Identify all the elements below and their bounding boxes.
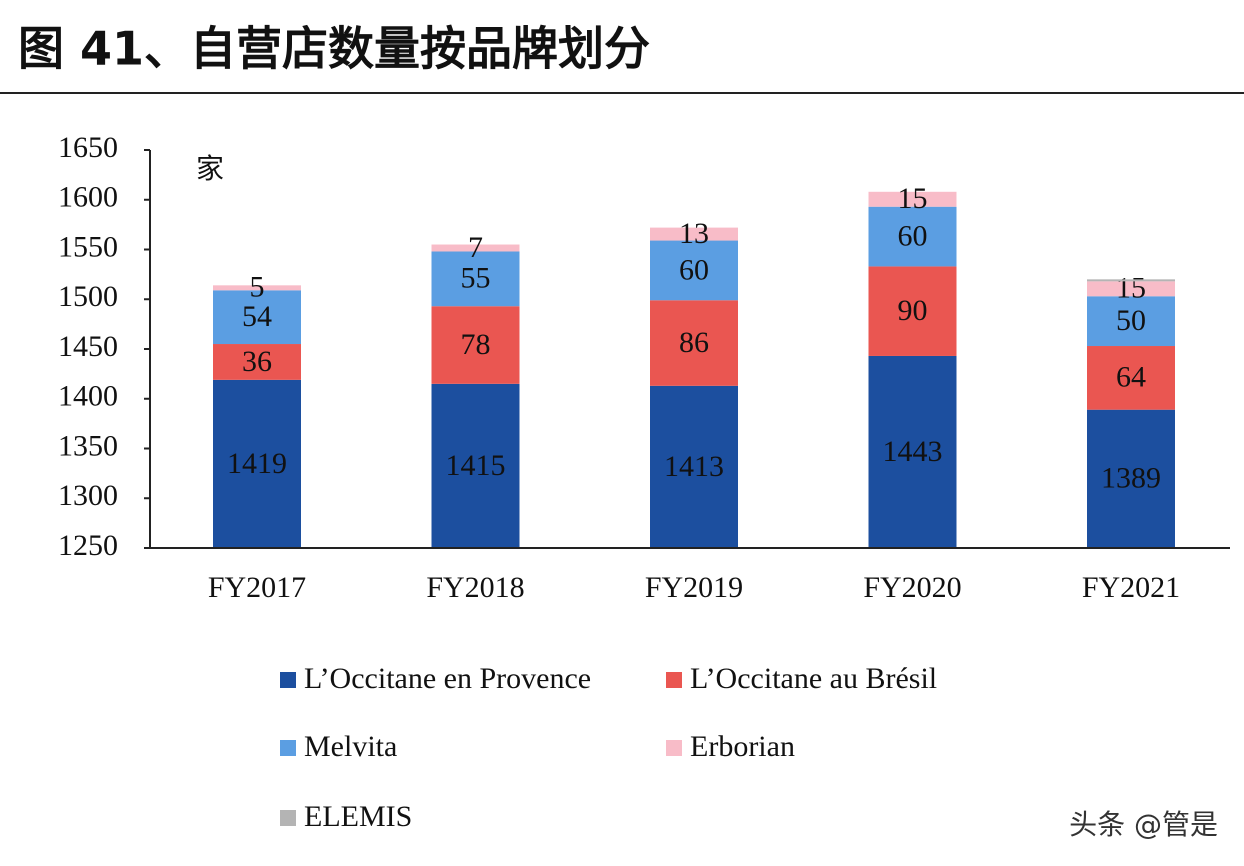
bar-segment (431, 383, 520, 548)
bar-segment (868, 206, 957, 267)
y-axis-label: 家 (196, 152, 224, 185)
bar-segment (868, 266, 957, 356)
bar-segment (1087, 346, 1175, 410)
y-tick-label: 1250 (58, 529, 118, 562)
y-tick-label: 1650 (58, 131, 118, 164)
x-tick-label: FY2018 (426, 571, 524, 604)
bar-segment (1087, 296, 1175, 347)
bar-segment (213, 290, 301, 345)
y-tick-label: 1350 (58, 429, 118, 462)
legend-swatch (666, 740, 682, 756)
bar-segment (1087, 281, 1175, 297)
legend-label: Erborian (690, 730, 795, 763)
x-tick-label: FY2020 (863, 571, 961, 604)
data-label: 55 (461, 262, 491, 295)
data-label: 7 (468, 231, 483, 264)
data-label: 50 (1116, 304, 1146, 337)
data-label: 15 (898, 182, 928, 215)
legend-swatch (280, 672, 296, 688)
data-label: 13 (679, 217, 709, 250)
data-label: 36 (242, 345, 272, 378)
bar-segment (213, 285, 301, 291)
legend-swatch (666, 672, 682, 688)
x-tick-label: FY2017 (208, 571, 306, 604)
bar-segment (650, 240, 738, 301)
y-tick-label: 1500 (58, 280, 118, 313)
bar-segment (650, 385, 738, 548)
data-label: 60 (898, 219, 928, 252)
watermark: 头条 @管是 (1069, 808, 1218, 841)
y-tick-label: 1300 (58, 479, 118, 512)
bar-segment (431, 251, 520, 307)
legend-label: L’Occitane en Provence (304, 662, 591, 695)
y-tick-label: 1450 (58, 330, 118, 363)
data-label: 54 (242, 300, 272, 333)
y-tick-label: 1600 (58, 181, 118, 214)
legend-label: ELEMIS (304, 800, 412, 833)
bar-segment (868, 355, 957, 548)
x-tick-label: FY2019 (645, 571, 743, 604)
data-label: 1419 (227, 447, 287, 480)
bar-segment (213, 344, 301, 380)
bar-segment (650, 227, 738, 241)
data-label: 5 (250, 271, 265, 304)
data-label: 1415 (446, 449, 506, 482)
bar-segment (431, 244, 520, 252)
data-label: 60 (679, 253, 709, 286)
legend-label: L’Occitane au Brésil (690, 662, 937, 695)
legend-swatch (280, 810, 296, 826)
bar-segment (1087, 279, 1175, 282)
bar-segment (1087, 409, 1175, 548)
data-label: 1413 (664, 450, 724, 483)
data-label: 64 (1116, 361, 1146, 394)
data-label: 1389 (1101, 462, 1161, 495)
legend-swatch (280, 740, 296, 756)
data-label: 86 (679, 326, 709, 359)
x-tick-label: FY2021 (1082, 571, 1180, 604)
data-label: 15 (1116, 272, 1146, 305)
bar-segment (213, 379, 301, 548)
bar-segment (650, 300, 738, 386)
legend-label: Melvita (304, 730, 397, 763)
y-tick-label: 1400 (58, 380, 118, 413)
data-label: 90 (898, 294, 928, 327)
data-label: 1443 (883, 435, 943, 468)
bar-segment (868, 191, 957, 207)
y-tick-label: 1550 (58, 230, 118, 263)
data-label: 78 (461, 328, 491, 361)
chart-title: 图 41、自营店数量按品牌划分 (18, 22, 650, 76)
bar-segment (431, 306, 520, 384)
